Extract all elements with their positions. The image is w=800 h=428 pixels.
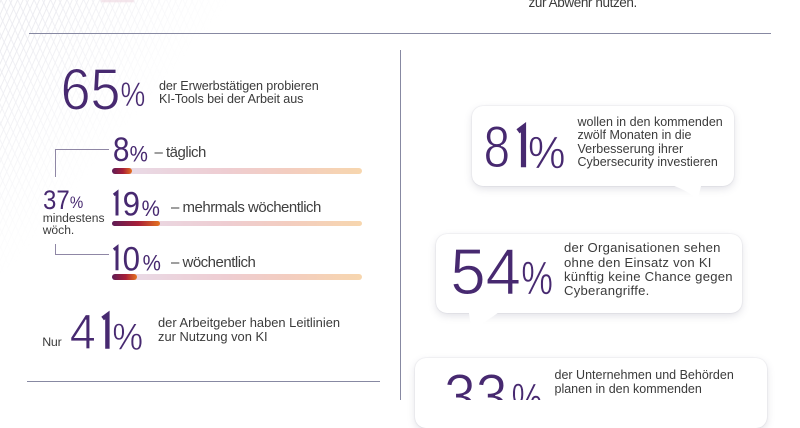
svg-text:%: %: [521, 252, 553, 305]
svg-text:37: 37: [43, 185, 70, 215]
svg-text:54: 54: [450, 236, 521, 308]
svg-text:%: %: [121, 76, 146, 114]
svg-text:0: 0: [123, 240, 140, 278]
svg-text:%: %: [512, 373, 543, 400]
svg-text:%: %: [143, 251, 161, 276]
svg-text:9: 9: [123, 186, 140, 224]
svg-text:65: 65: [61, 58, 121, 123]
svg-text:%: %: [130, 141, 148, 166]
svg-text:8: 8: [113, 131, 130, 169]
svg-text:8: 8: [484, 115, 510, 180]
svg-text:%: %: [112, 316, 143, 359]
svg-text:%: %: [70, 193, 83, 212]
svg-text:33: 33: [444, 362, 508, 400]
svg-text:%: %: [528, 127, 565, 178]
svg-text:%: %: [142, 196, 160, 221]
svg-text:4: 4: [70, 305, 96, 360]
